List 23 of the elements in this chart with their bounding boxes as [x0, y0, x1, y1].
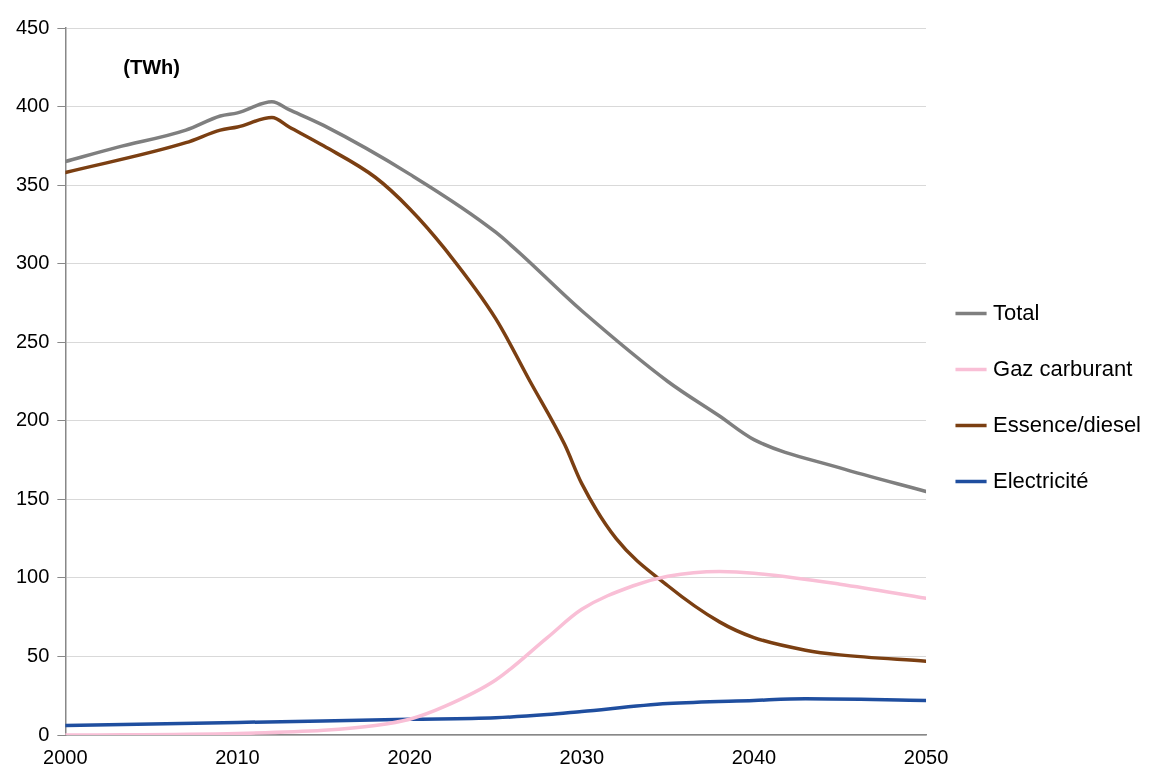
y-tick-label: 200 [15, 408, 50, 431]
legend-label: Total [993, 299, 1040, 325]
y-tick-label: 0 [38, 722, 50, 745]
x-tick-label: 2050 [903, 745, 949, 768]
y-tick-label: 400 [15, 94, 50, 117]
y-tick-label: 150 [15, 486, 50, 509]
x-tick-label: 2040 [731, 745, 777, 768]
x-tick-label: 2030 [559, 745, 605, 768]
y-tick-label: 250 [15, 329, 50, 352]
line-series [65, 697, 927, 728]
line-series [65, 115, 927, 663]
legend-label: Gaz carburant [993, 355, 1133, 381]
x-tick-label: 2010 [215, 745, 260, 768]
x-tick-label: 2020 [387, 745, 432, 768]
x-tick-label: 2000 [43, 745, 88, 768]
y-tick-label: 100 [15, 565, 50, 588]
y-tick-label: 450 [15, 15, 50, 38]
y-tick-label: 50 [27, 643, 50, 666]
annotation: (TWh) [123, 55, 181, 78]
y-tick-label: 350 [15, 172, 50, 195]
legend-label: Electricité [993, 467, 1089, 493]
legend-label: Essence/diesel [993, 411, 1142, 437]
y-tick-label: 300 [15, 251, 50, 274]
